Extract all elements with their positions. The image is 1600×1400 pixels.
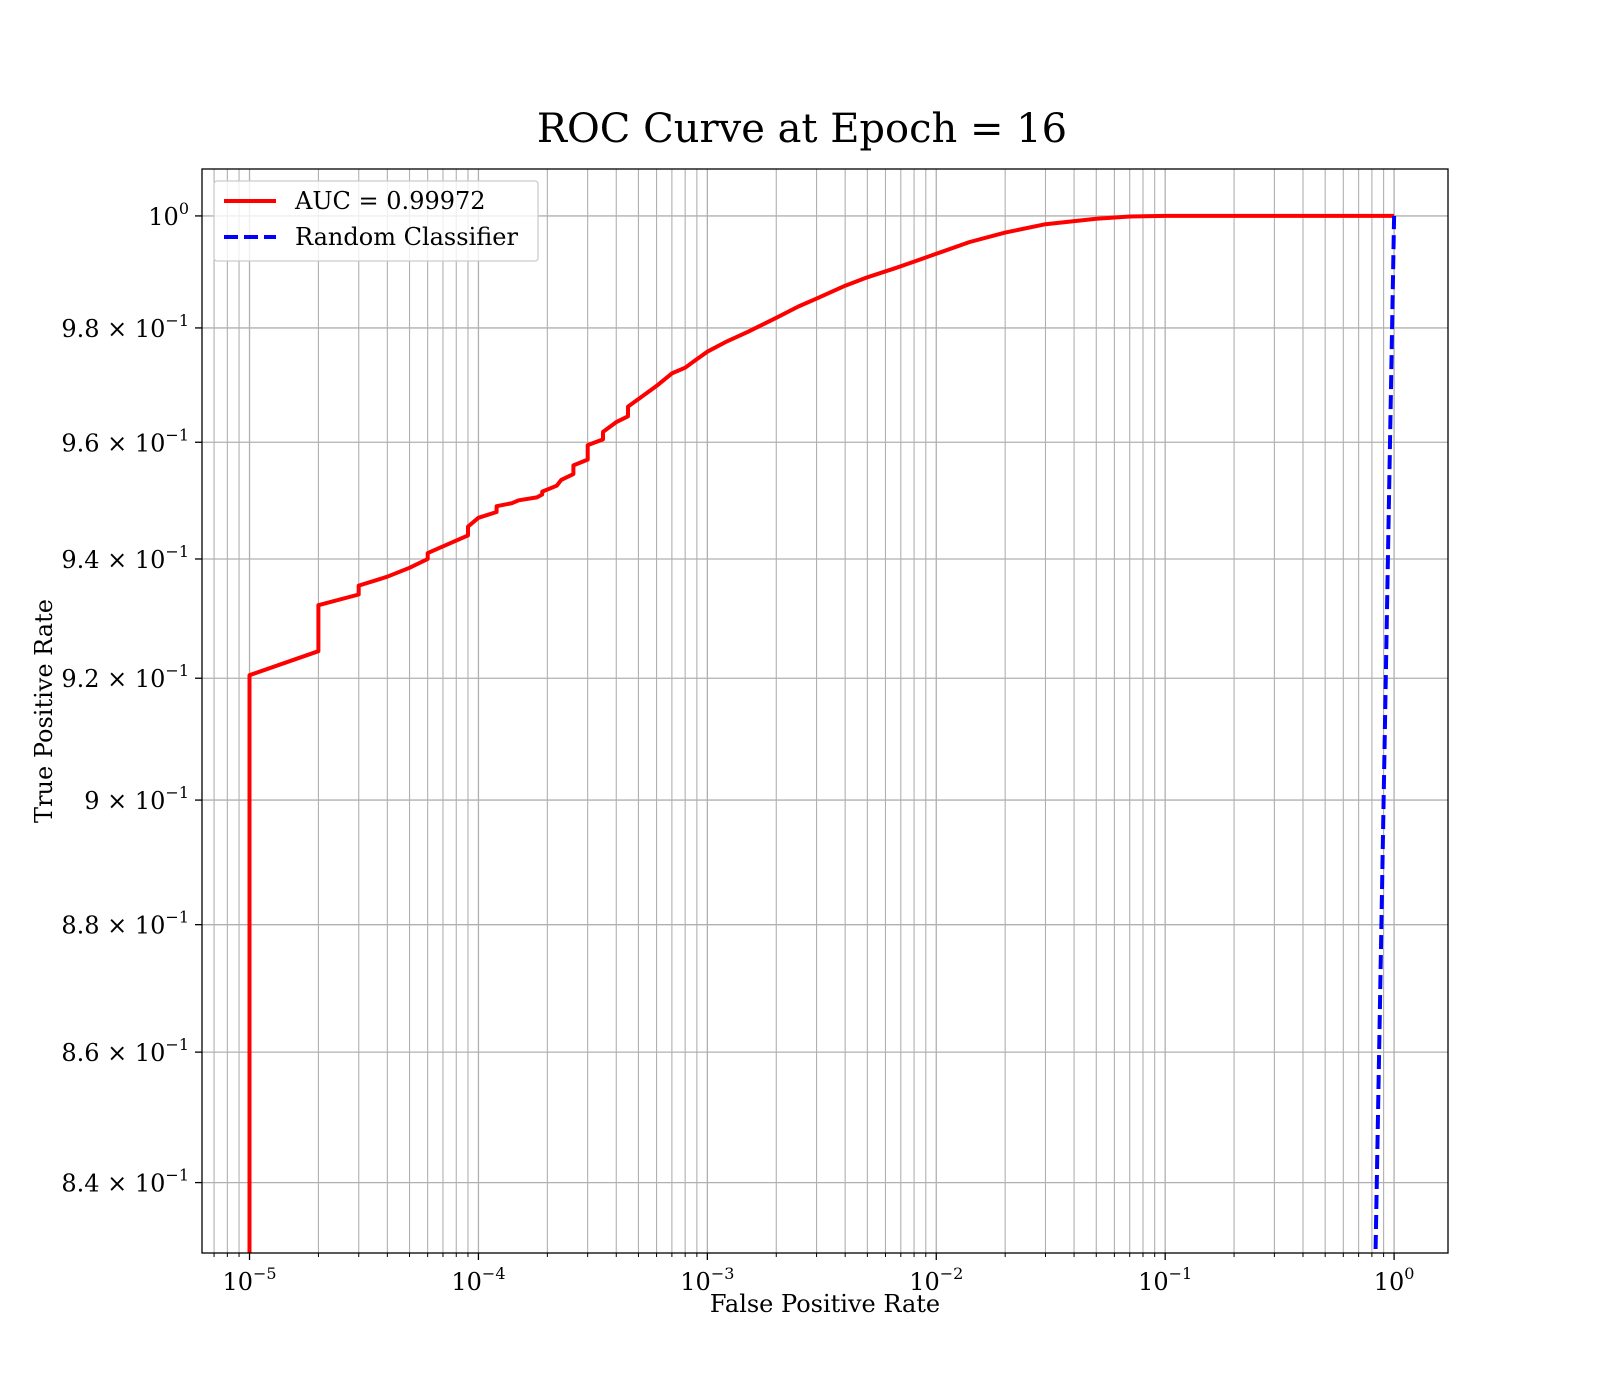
legend-label: AUC = 0.99972 [294,187,486,215]
y-tick-base: 10 [135,665,166,693]
x-tick-base: 10 [1138,1268,1169,1296]
x-tick-base: 10 [222,1268,253,1296]
y-tick-mantissa: 8.4 [61,1170,99,1198]
y-tick-times: × [99,665,134,693]
y-tick-label: 9.8 × 10−1 [61,311,189,343]
x-axis-label: False Positive Rate [710,1290,940,1318]
y-tick-times: × [99,429,134,457]
x-tick-exponent: −2 [940,1264,964,1283]
x-tick-exponent: 0 [1404,1264,1414,1283]
chart-title: ROC Curve at Epoch = 16 [537,106,1067,152]
x-tick-label: 10−2 [909,1264,963,1296]
y-tick-base: 10 [135,1039,166,1067]
y-tick-mantissa: 8.8 [61,912,99,940]
x-tick-exponent: −4 [482,1264,506,1283]
y-tick-label: 100 [148,199,189,231]
legend-box [213,180,539,262]
y-tick-mantissa: 9 [84,787,99,815]
y-tick-times: × [99,912,134,940]
x-tick-label: 10−5 [222,1264,276,1296]
y-tick-mantissa: 9.2 [61,665,99,693]
x-tick-base: 10 [909,1268,940,1296]
x-axis: 10−5 10−4 10−3 10−2 10−1 100 [213,1253,1415,1296]
y-tick-mantissa: 8.6 [61,1039,99,1067]
y-tick-exponent: −1 [165,908,189,927]
x-tick-exponent: −5 [253,1264,277,1283]
y-tick-exponent: −1 [165,1166,189,1185]
y-tick-exponent: −1 [165,425,189,444]
y-tick-base: 10 [135,546,166,574]
x-tick-exponent: −1 [1169,1264,1193,1283]
y-axis-label: True Positive Rate [30,599,58,823]
x-tick-label: 10−3 [680,1264,734,1296]
x-tick-base: 10 [680,1268,711,1296]
plot-frame [201,168,1449,1254]
y-tick-label: 8.6 × 10−1 [61,1035,189,1067]
y-tick-base: 10 [135,315,166,343]
roc-curve-line [247,213,1395,1253]
y-tick-mantissa: 9.6 [61,429,99,457]
y-tick-exponent: −1 [165,542,189,561]
legend: AUC = 0.99972 Random Classifier [213,180,539,262]
x-tick-label: 10−4 [451,1264,505,1296]
y-tick-exponent: −1 [165,311,189,330]
y-tick-label: 9.4 × 10−1 [61,542,189,574]
x-tick-exponent: −3 [711,1264,735,1283]
y-tick-mantissa: 9.8 [61,315,99,343]
y-tick-times: × [99,787,134,815]
y-tick-exponent: 0 [179,199,189,218]
y-tick-label: 8.8 × 10−1 [61,908,189,940]
series-layer [247,213,1397,1253]
y-tick-times: × [99,1170,134,1198]
y-tick-label: 8.4 × 10−1 [61,1166,189,1198]
y-tick-base: 10 [135,429,166,457]
y-tick-exponent: −1 [165,1035,189,1054]
y-tick-label: 9 × 10−1 [84,783,189,815]
x-tick-base: 10 [451,1268,482,1296]
x-tick-label: 10−1 [1138,1264,1192,1296]
y-tick-exponent: −1 [165,661,189,680]
y-tick-base: 10 [135,1170,166,1198]
x-tick-base: 10 [1374,1268,1405,1296]
y-tick-label: 9.6 × 10−1 [61,425,189,457]
y-tick-base: 10 [135,787,166,815]
random-classifier-line [1373,215,1397,1250]
x-tick-label: 100 [1374,1264,1415,1296]
y-tick-mantissa: 9.4 [61,546,99,574]
y-tick-label: 9.2 × 10−1 [61,661,189,693]
y-tick-times: × [99,1039,134,1067]
y-tick-exponent: −1 [165,783,189,802]
y-tick-times: × [99,315,134,343]
legend-label: Random Classifier [295,223,518,251]
y-tick-base: 10 [135,912,166,940]
y-tick-base: 10 [148,203,179,231]
y-tick-times: × [99,546,134,574]
